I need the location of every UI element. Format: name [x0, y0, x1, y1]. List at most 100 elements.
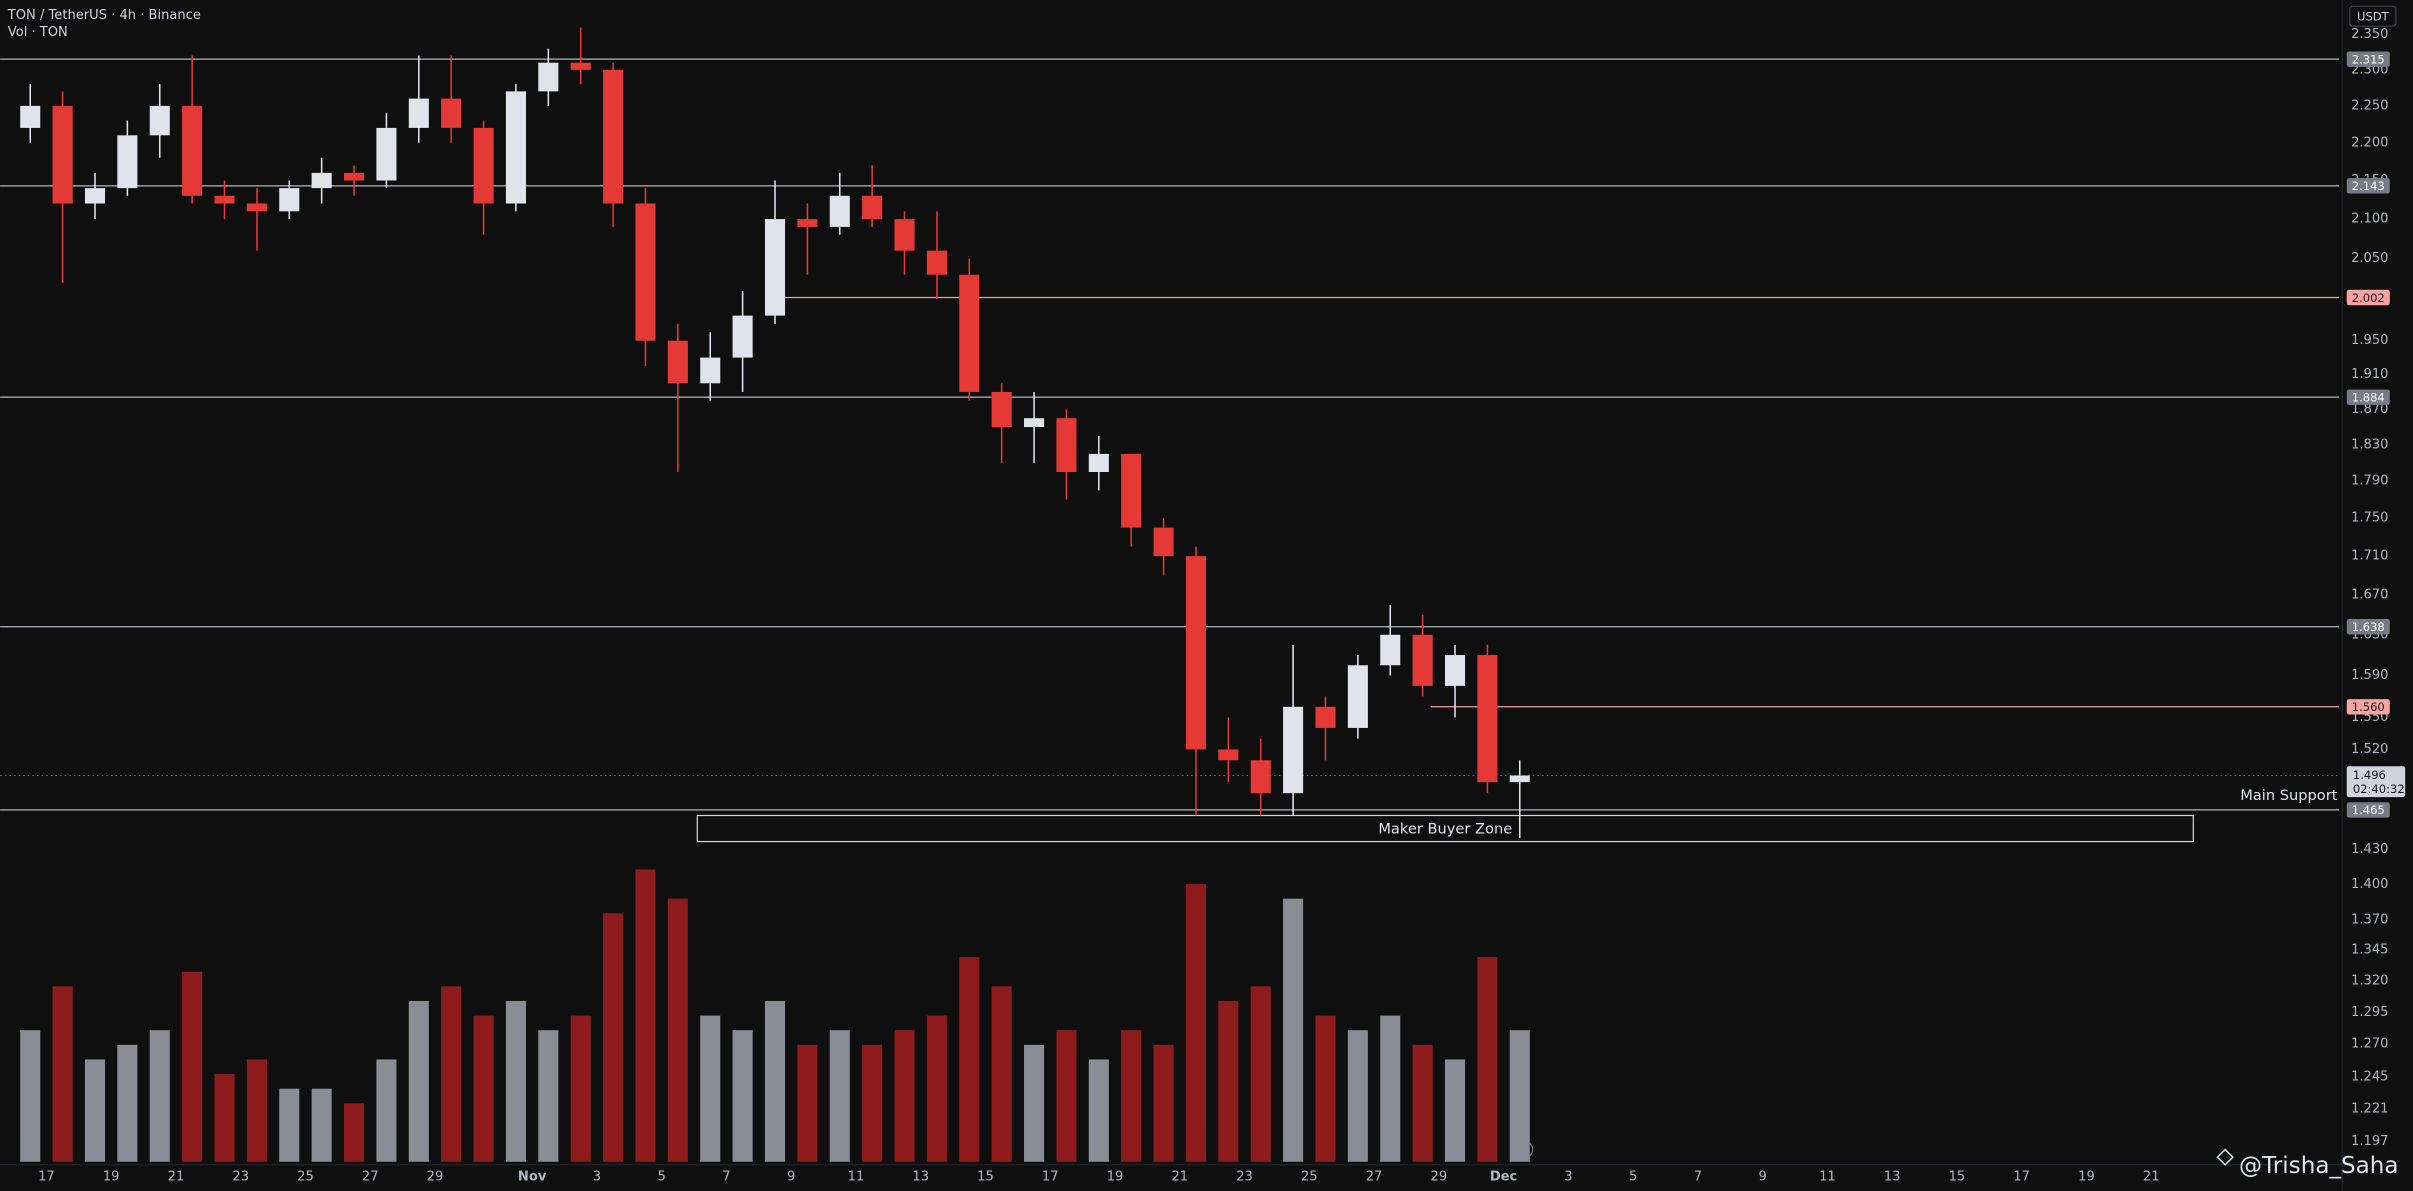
candle-body — [376, 127, 397, 181]
candle-body — [894, 219, 915, 251]
volume-bar — [246, 1059, 267, 1162]
x-tick-label: 11 — [848, 1170, 865, 1185]
candle-body — [279, 188, 300, 212]
x-tick-label: 9 — [787, 1170, 795, 1185]
level-badge — [2346, 51, 2390, 67]
x-tick-label: 19 — [103, 1170, 120, 1185]
level-badge — [2346, 699, 2390, 715]
candle-body — [20, 105, 41, 128]
volume-bar — [1283, 898, 1304, 1162]
volume-title: Vol · TON — [8, 25, 68, 40]
y-tick-label: 1.370 — [2351, 912, 2388, 927]
level-badge — [2346, 802, 2390, 818]
y-tick-label: 2.350 — [2351, 27, 2388, 42]
y-tick-label: 1.345 — [2351, 943, 2388, 958]
x-tick-label: 29 — [427, 1170, 444, 1185]
volume-bar — [505, 1000, 526, 1162]
y-tick-label: 1.197 — [2351, 1134, 2388, 1149]
volume-bar — [959, 957, 980, 1162]
last-price-badge — [2346, 766, 2406, 798]
candle-body — [797, 219, 818, 227]
x-tick-label: 17 — [2013, 1170, 2030, 1185]
x-tick-label: 29 — [1431, 1170, 1448, 1185]
volume-bar — [376, 1059, 397, 1162]
candle-body — [926, 250, 947, 275]
y-tick-label: 2.050 — [2351, 251, 2388, 266]
candle-body — [1509, 775, 1530, 783]
x-tick-label: 21 — [1171, 1170, 1188, 1185]
candle-body — [473, 127, 494, 204]
volume-bar — [149, 1030, 170, 1162]
y-tick-label: 1.430 — [2351, 842, 2388, 857]
volume-bar — [117, 1044, 138, 1162]
volume-bar — [182, 971, 203, 1162]
x-tick-label: 11 — [1819, 1170, 1836, 1185]
candle-body — [1477, 655, 1498, 783]
level-label: 2.315 — [2352, 52, 2385, 66]
candle-body — [246, 203, 267, 212]
y-tick-label: 1.950 — [2351, 333, 2388, 348]
candle-body — [1056, 418, 1077, 473]
volume-bar — [1088, 1059, 1109, 1162]
level-label: 1.884 — [2352, 390, 2385, 404]
x-tick-label: 15 — [1949, 1170, 1966, 1185]
volume-bar — [667, 898, 688, 1162]
x-tick-label: 27 — [362, 1170, 379, 1185]
candle-body — [1283, 706, 1304, 794]
candle-body — [1088, 453, 1109, 473]
volume-bar — [473, 1015, 494, 1162]
y-tick-label: 1.270 — [2351, 1037, 2388, 1052]
zone-box — [696, 814, 2194, 843]
volume-bar — [732, 1030, 753, 1162]
volume-bar — [538, 1030, 559, 1162]
candle-body — [505, 91, 526, 204]
volume-bar — [1185, 884, 1206, 1162]
level-label: 1.638 — [2352, 620, 2385, 634]
volume-bar — [700, 1015, 721, 1162]
y-tick-label: 1.670 — [2351, 588, 2388, 603]
candle-body — [441, 98, 462, 128]
level-note: Main Support — [2240, 787, 2338, 804]
x-tick-label: 21 — [2143, 1170, 2160, 1185]
x-tick-label: 5 — [1629, 1170, 1637, 1185]
currency-box[interactable] — [2349, 5, 2397, 27]
countdown: 02:40:32 — [2353, 782, 2405, 796]
candle-body — [149, 105, 170, 136]
x-tick-label: 7 — [1694, 1170, 1702, 1185]
volume-bar — [926, 1015, 947, 1162]
volume-bar — [991, 986, 1012, 1162]
candle-body — [764, 219, 786, 316]
volume-bar — [635, 869, 656, 1162]
candle-body — [991, 391, 1012, 428]
y-tick-label: 1.870 — [2351, 402, 2388, 417]
y-tick-label: 2.100 — [2351, 212, 2388, 227]
last-price-label: 1.496 — [2353, 768, 2386, 782]
x-tick-label: Nov — [518, 1170, 547, 1185]
candle-body — [311, 172, 332, 189]
candle-body — [117, 135, 138, 189]
volume-bar — [1444, 1059, 1466, 1162]
chart-title: TON / TetherUS · 4h · Binance — [7, 8, 201, 23]
volume-bar — [1218, 1000, 1239, 1162]
candle-body — [1380, 634, 1401, 666]
volume-bar — [894, 1030, 915, 1162]
y-tick-label: 1.710 — [2351, 549, 2388, 564]
candle-body — [732, 315, 753, 358]
x-tick-label: 21 — [168, 1170, 185, 1185]
x-tick-label: 3 — [1564, 1170, 1572, 1185]
y-tick-label: 1.320 — [2351, 973, 2388, 988]
volume-bar — [344, 1103, 365, 1162]
y-tick-label: 1.750 — [2351, 511, 2388, 526]
volume-bar — [764, 1000, 786, 1162]
x-tick-label: 3 — [593, 1170, 601, 1185]
candle-body — [214, 195, 235, 204]
candle-body — [344, 172, 365, 181]
level-label: 2.002 — [2352, 291, 2385, 305]
x-tick-label: 23 — [1236, 1170, 1253, 1185]
x-tick-label: 25 — [1301, 1170, 1318, 1185]
volume-bar — [214, 1074, 235, 1162]
zone-label: Maker Buyer Zone — [1378, 820, 1512, 837]
